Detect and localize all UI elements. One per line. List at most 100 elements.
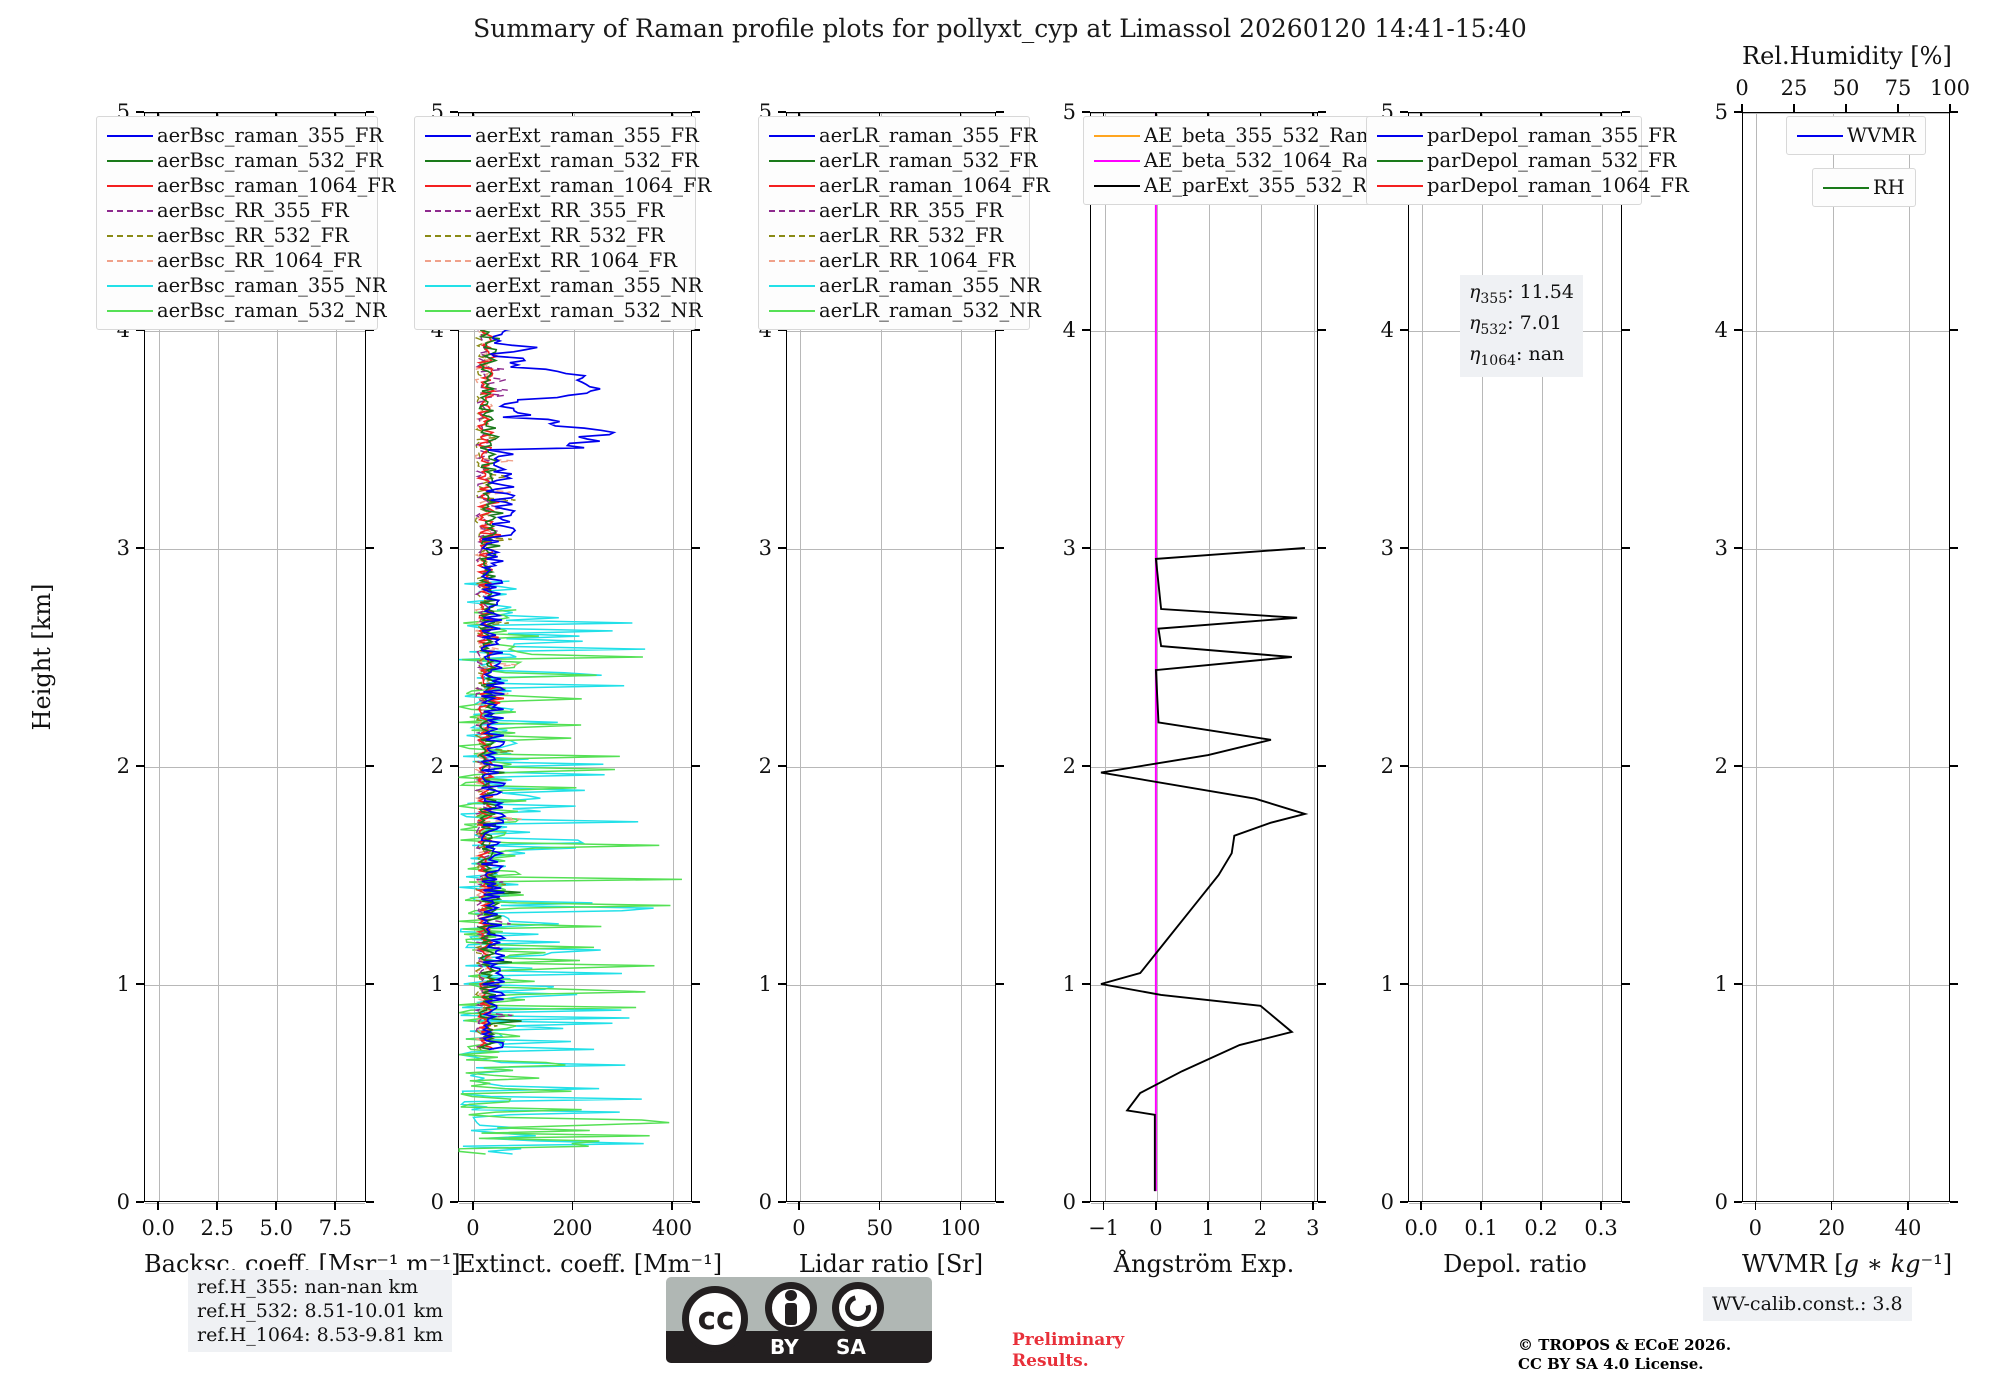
x-axis-tick-label: 0 [1748, 1216, 1763, 1240]
top-axis-tick-label: 100 [1929, 76, 1971, 100]
legend-item[interactable]: aerExt_raman_532_NR [421, 298, 711, 323]
y-axis-tick [1400, 111, 1408, 113]
y-axis-tick-label: 1 [1714, 972, 1728, 996]
eta-532-row: η532: 7.01 [1469, 311, 1574, 342]
top-axis-tick-label: 0 [1735, 76, 1749, 100]
legend-line-sample [103, 200, 157, 222]
legend-extinction[interactable]: aerExt_raman_355_FR aerExt_raman_532_FR ae… [414, 116, 711, 330]
eta-1064-row: η1064: nan [1469, 342, 1574, 373]
legend-item[interactable]: aerBsc_raman_1064_FR [103, 173, 395, 198]
x-axis-tick-top [798, 112, 800, 119]
y-axis-tick [1622, 983, 1630, 985]
y-axis-tick-label: 3 [758, 536, 772, 560]
y-axis-tick-label: 0 [1380, 1190, 1394, 1214]
legend-item[interactable]: aerBsc_raman_355_NR [103, 273, 395, 298]
legend-item[interactable]: aerLR_RR_355_FR [765, 198, 1050, 223]
legend-item[interactable]: aerBsc_RR_355_FR [103, 198, 395, 223]
plot-area-wvmr [1742, 112, 1950, 1204]
by-icon-body [785, 1303, 797, 1325]
legend-item[interactable]: parDepol_raman_532_FR [1373, 148, 1689, 173]
x-axis-tick-top [959, 112, 962, 119]
y-axis-tick-label: 2 [1714, 754, 1728, 778]
legend-angstrom[interactable]: AE_beta_355_532_Raman_FR AE_beta_532_1064… [1083, 116, 1460, 205]
preliminary-line-1: Preliminary [1012, 1330, 1125, 1350]
x-axis-tick-top [472, 112, 474, 119]
legend-item[interactable]: AE_beta_355_532_Raman_FR [1090, 123, 1460, 148]
y-axis-tick-label: 0 [758, 1190, 772, 1214]
cc-license-badge[interactable]: cc BY SA [666, 1277, 932, 1363]
grid-line-horizontal [1409, 1203, 1621, 1204]
eta-1064-subscript: 1064 [1480, 352, 1517, 369]
grid-line-horizontal [1091, 1203, 1317, 1204]
legend-label: aerBsc_raman_532_NR [157, 299, 387, 322]
grid-line-vertical [961, 113, 963, 1201]
grid-line-horizontal [145, 331, 365, 332]
grid-line-horizontal [145, 113, 365, 114]
x-axis-tick-label: 100 [940, 1216, 981, 1240]
legend-item[interactable]: aerLR_raman_355_FR [765, 123, 1050, 148]
eta-532-symbol: η [1469, 311, 1481, 334]
grid-line-vertical [1832, 113, 1834, 1201]
legend-item[interactable]: RH [1819, 175, 1905, 200]
legend-line-sample [765, 300, 819, 322]
panel-lidar-ratio[interactable]: aerLR_raman_355_FR aerLR_raman_532_FR aerL… [758, 100, 1050, 1278]
legend-item[interactable]: aerExt_raman_355_FR [421, 123, 711, 148]
legend-depol-ratio[interactable]: parDepol_raman_355_FR parDepol_raman_532_… [1366, 116, 1689, 205]
x-axis-tick [1540, 1202, 1542, 1210]
legend-item[interactable]: aerLR_raman_1064_FR [765, 173, 1050, 198]
panel-wvmr[interactable]: WVMR RH WVMR [𝑔 ∗ 𝑘𝑔⁻¹] Rel.Humidity [%]… [1715, 42, 1970, 1278]
legend-label: aerBsc_RR_1064_FR [157, 249, 362, 272]
by-label: BY [770, 1335, 799, 1359]
legend-rh[interactable]: RH [1812, 168, 1916, 207]
eta-355-symbol: η [1469, 281, 1481, 303]
legend-line-sample [421, 250, 475, 272]
y-axis-tick [692, 983, 700, 985]
legend-item[interactable]: aerLR_raman_532_FR [765, 148, 1050, 173]
legend-label: aerBsc_raman_355_NR [157, 274, 387, 297]
legend-item[interactable]: aerBsc_raman_532_FR [103, 148, 395, 173]
x-axis-tick-label: 20 [1818, 1216, 1846, 1240]
legend-item[interactable]: parDepol_raman_1064_FR [1373, 173, 1689, 198]
legend-item[interactable]: aerLR_raman_532_NR [765, 298, 1050, 323]
x-axis-tick [798, 1202, 800, 1210]
legend-label: aerExt_RR_355_FR [475, 199, 665, 222]
x-axis-title-lidar-ratio: Lidar ratio [Sr] [798, 1250, 984, 1278]
legend-item[interactable]: aerExt_RR_532_FR [421, 223, 711, 248]
legend-label: aerLR_raman_355_FR [819, 124, 1038, 147]
legend-item[interactable]: aerLR_RR_1064_FR [765, 248, 1050, 273]
x-axis-tick-label: 7.5 [318, 1216, 352, 1240]
grid-line-horizontal [787, 331, 995, 332]
grid-line-horizontal [459, 549, 691, 550]
panel-depol-ratio[interactable]: parDepol_raman_355_FR parDepol_raman_532_… [1366, 100, 1689, 1278]
legend-item[interactable]: aerBsc_raman_355_FR [103, 123, 395, 148]
panel-extinction[interactable]: aerExt_raman_355_FR aerExt_raman_532_FR ae… [414, 100, 722, 1278]
panel-angstrom[interactable]: AE_beta_355_532_Raman_FR AE_beta_532_1064… [1063, 100, 1460, 1278]
legend-line-sample [103, 275, 157, 297]
legend-item[interactable]: aerExt_RR_1064_FR [421, 248, 711, 273]
legend-wvmr[interactable]: WVMR [1786, 116, 1926, 155]
legend-line-sample [421, 125, 475, 147]
eta-532-value: : 7.01 [1507, 311, 1562, 334]
top-axis-tick [1897, 104, 1899, 112]
legend-item[interactable]: aerExt_RR_355_FR [421, 198, 711, 223]
legend-item[interactable]: aerExt_raman_1064_FR [421, 173, 711, 198]
ref-h-1064: ref.H_1064: 8.53-9.81 km [197, 1324, 444, 1346]
legend-label: aerBsc_raman_1064_FR [157, 174, 396, 197]
legend-item[interactable]: parDepol_raman_355_FR [1373, 123, 1689, 148]
panel-backscatter[interactable]: aerBsc_raman_355_FR aerBsc_raman_532_FR ae… [96, 100, 461, 1278]
legend-backscatter[interactable]: aerBsc_raman_355_FR aerBsc_raman_532_FR ae… [96, 116, 395, 330]
legend-item[interactable]: aerBsc_RR_532_FR [103, 223, 395, 248]
legend-item[interactable]: aerLR_RR_532_FR [765, 223, 1050, 248]
grid-line-vertical [573, 113, 575, 1201]
legend-item[interactable]: aerLR_raman_355_NR [765, 273, 1050, 298]
legend-lidar-ratio[interactable]: aerLR_raman_355_FR aerLR_raman_532_FR aerL… [758, 116, 1050, 330]
legend-item[interactable]: aerExt_raman_355_NR [421, 273, 711, 298]
y-axis-tick [1950, 983, 1958, 985]
legend-item[interactable]: aerBsc_raman_532_NR [103, 298, 395, 323]
legend-item[interactable]: WVMR [1793, 123, 1916, 148]
legend-line-sample [765, 150, 819, 172]
legend-item[interactable]: aerExt_raman_532_FR [421, 148, 711, 173]
legend-item[interactable]: aerBsc_RR_1064_FR [103, 248, 395, 273]
grid-line-horizontal [787, 113, 995, 114]
legend-label: parDepol_raman_532_FR [1427, 149, 1677, 172]
